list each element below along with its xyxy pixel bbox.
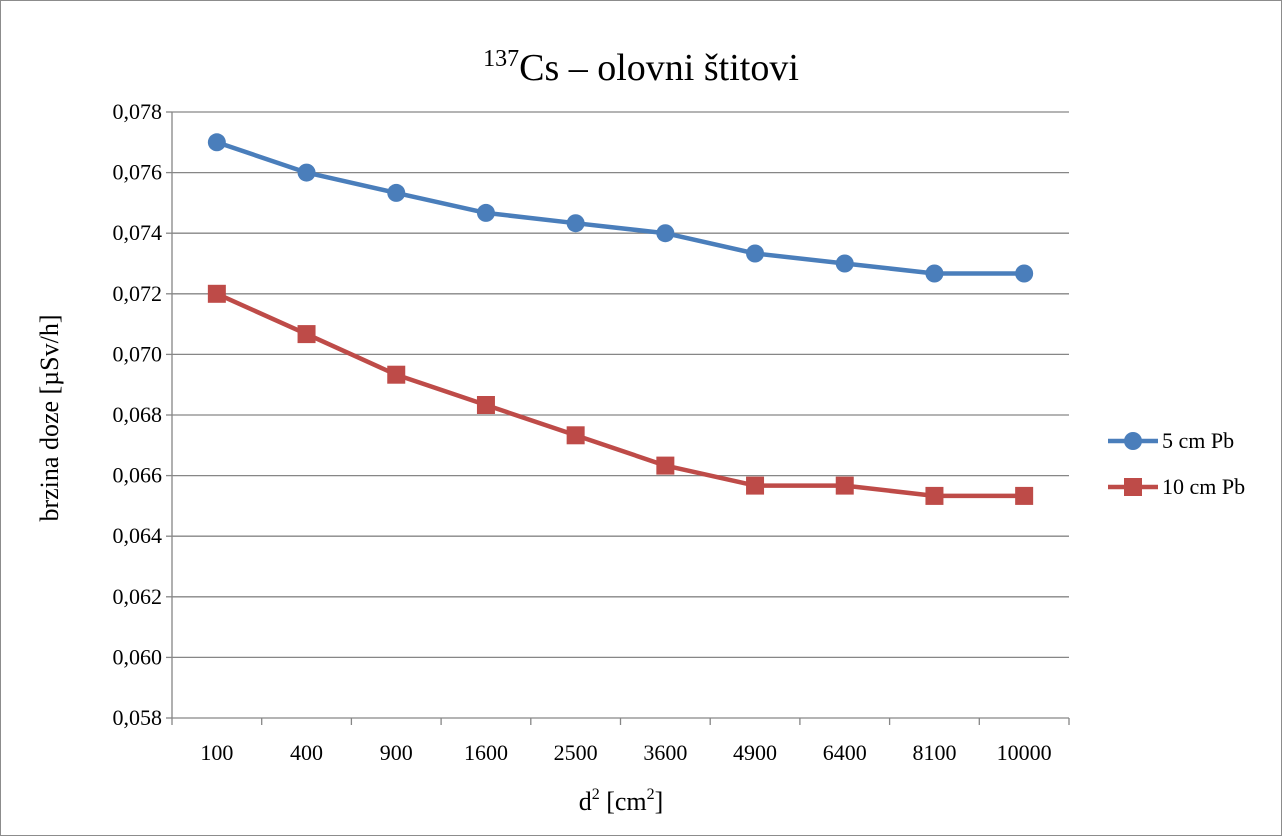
y-tick-label: 0,078	[113, 99, 163, 124]
x-tick-label: 900	[380, 740, 413, 765]
legend-marker	[1124, 432, 1142, 450]
x-tick-label: 10000	[997, 740, 1052, 765]
x-tick-label: 1600	[464, 740, 508, 765]
y-tick-label: 0,064	[113, 523, 163, 548]
x-axis-label-unit-open: [cm	[600, 787, 647, 816]
series-line	[216, 140, 1025, 276]
x-axis-label-unit-close: ]	[655, 787, 664, 816]
legend-marker	[1124, 478, 1142, 496]
x-tick-label: 8100	[912, 740, 956, 765]
x-tick-label: 4900	[733, 740, 777, 765]
chart-title-superscript: 137	[483, 46, 519, 72]
data-point	[1015, 264, 1034, 283]
data-point	[297, 325, 316, 344]
y-tick-label: 0,068	[113, 402, 163, 427]
data-point	[746, 244, 765, 263]
data-point	[207, 284, 226, 303]
series-layer	[207, 133, 1034, 505]
grid-lines	[172, 111, 1069, 659]
series-1	[207, 133, 1034, 283]
data-point	[387, 183, 406, 202]
chart-title-text: Cs – olovni štitovi	[519, 47, 799, 89]
data-point	[566, 214, 585, 233]
data-point	[387, 365, 406, 384]
data-point	[476, 396, 495, 415]
data-point	[297, 163, 316, 182]
legend-label: 10 cm Pb	[1162, 474, 1245, 499]
x-axis-label: d2 [cm2]	[579, 786, 664, 816]
x-tick-label: 6400	[823, 740, 867, 765]
y-tick-label: 0,066	[113, 463, 163, 488]
x-tick-label: 2500	[554, 740, 598, 765]
data-point	[1015, 486, 1034, 505]
data-point	[925, 486, 944, 505]
x-axis-label-var-sup: 2	[592, 786, 600, 803]
series-line	[215, 291, 1025, 499]
axes: 0,058 0,060 0,062 0,064 0,066 0,068 0,070 0,072…	[113, 99, 1070, 765]
data-point	[656, 224, 675, 243]
data-point	[566, 426, 585, 445]
y-tick-label: 0,076	[113, 160, 163, 185]
data-point	[925, 264, 944, 283]
legend-entry-2: 10 cm Pb	[1108, 474, 1245, 499]
legend-entry-1: 5 cm Pb	[1108, 428, 1234, 453]
legend-label: 5 cm Pb	[1162, 428, 1234, 453]
data-point	[746, 476, 765, 495]
x-tick-label: 3600	[643, 740, 687, 765]
data-point	[835, 254, 854, 273]
data-point	[476, 203, 495, 222]
x-tick-label: 400	[290, 740, 323, 765]
x-tick-label: 100	[200, 740, 233, 765]
series-2	[207, 284, 1034, 505]
y-tick-label: 0,070	[113, 341, 163, 366]
y-tick-label: 0,072	[113, 281, 163, 306]
data-point	[656, 456, 675, 475]
data-point	[835, 476, 854, 495]
data-point	[207, 133, 226, 152]
legend: 5 cm Pb 10 cm Pb	[1108, 428, 1245, 499]
y-tick-label: 0,074	[113, 220, 163, 245]
x-axis-label-var: d	[579, 787, 592, 816]
y-tick-label: 0,058	[113, 705, 163, 730]
y-tick-label: 0,060	[113, 644, 163, 669]
x-axis-label-unit-sup: 2	[647, 786, 655, 803]
y-tick-label: 0,062	[113, 584, 163, 609]
y-axis-label: brzina doze [µSv/h]	[35, 314, 64, 521]
chart-title: 137Cs – olovni štitovi	[483, 46, 799, 89]
